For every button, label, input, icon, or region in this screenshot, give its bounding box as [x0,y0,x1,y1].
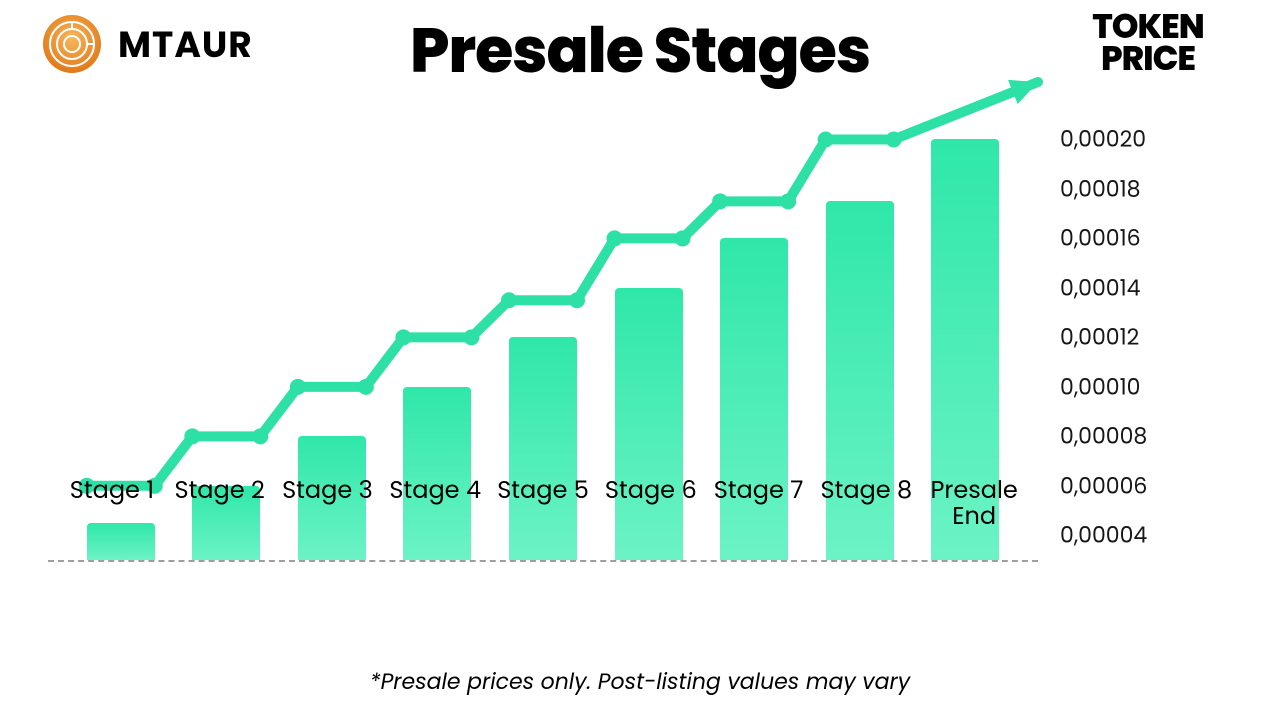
trend-marker [395,329,411,345]
y-label: 0,00012 [1060,321,1139,354]
trend-marker [290,379,306,395]
x-label: PresaleEnd [920,478,1028,531]
y-label: 0,00020 [1060,123,1146,156]
x-label: Stage 5 [489,478,597,531]
trend-marker [184,428,200,444]
trend-marker [780,193,796,209]
x-label: Stage 7 [705,478,813,531]
y-labels: 0,00004 0,00006 0,00008 0,00010 0,00012 0,000… [1045,90,1245,560]
x-label: Stage 8 [812,478,920,531]
x-labels: Stage 1Stage 2Stage 3Stage 4Stage 5Stage… [48,478,1038,531]
trend-marker [501,292,517,308]
trend-marker [358,379,374,395]
y-label: 0,00014 [1060,271,1141,304]
y-label: 0,00010 [1060,370,1140,403]
footnote: *Presale prices only. Post-listing value… [0,665,1280,698]
y-axis-title-line2: PRICE [1048,42,1248,74]
trend-marker [463,329,479,345]
y-label: 0,00016 [1060,222,1141,255]
x-label: Stage 1 [58,478,166,531]
trend-marker [886,131,902,147]
y-label: 0,00006 [1060,469,1147,502]
y-axis-title: TOKEN PRICE [1048,10,1248,75]
y-label: 0,00008 [1060,420,1147,453]
trend-marker [675,230,691,246]
x-label: Stage 6 [597,478,705,531]
x-label: Stage 3 [274,478,382,531]
page-title: Presale Stages [410,4,870,97]
trend-marker [818,131,834,147]
trend-marker [712,193,728,209]
x-label: Stage 2 [166,478,274,531]
x-baseline [48,560,1038,562]
brand-name: MTAUR [118,17,253,72]
y-label: 0,00018 [1060,172,1141,205]
trend-marker [607,230,623,246]
trend-marker [569,292,585,308]
brand-logo-icon [42,14,102,74]
y-label: 0,00004 [1060,519,1147,552]
x-label: Stage 4 [381,478,489,531]
trend-marker [252,428,268,444]
